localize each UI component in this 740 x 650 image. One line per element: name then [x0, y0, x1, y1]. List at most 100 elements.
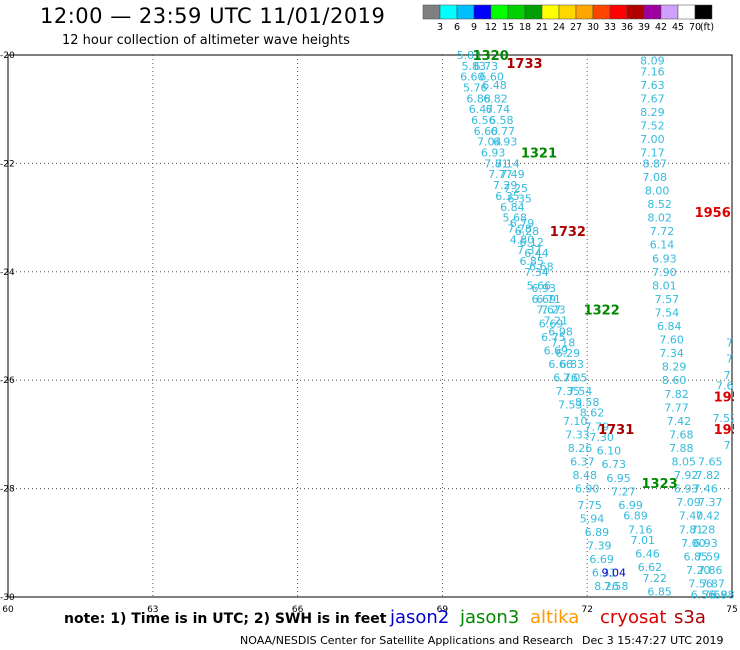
colorbar-tick-label: 15 [502, 22, 514, 33]
swh-value: 6.82 [483, 92, 508, 105]
legend-s3a: s3a [674, 607, 706, 628]
swh-value: 7.67 [640, 92, 665, 105]
swh-value: 7.53 [558, 399, 583, 412]
swh-value: 7.42 [696, 510, 721, 523]
pass-number-label: 1323 [642, 477, 678, 492]
swh-value: 8.60 [662, 374, 687, 387]
pass-number-label: 1733 [506, 57, 542, 72]
colorbar-legend: 3 6 9 12 15 18 21 24 27 30 33 36 39 42 45 70(ft) [422, 4, 714, 33]
pass-number-label: 1956 [695, 206, 731, 221]
swh-value: 6.31 [592, 567, 617, 580]
swh-value: 4.80 [510, 233, 535, 246]
swh-value: 7.77 [664, 401, 689, 414]
swh-value: 6.99 [618, 499, 643, 512]
x-tick-label: 69 [437, 605, 449, 615]
colorbar-tick-label: 39 [638, 22, 650, 33]
x-tick-label: 75 [726, 605, 737, 615]
colorbar-tick-label: 70 [689, 22, 701, 33]
swh-value: 6.60 [474, 125, 499, 138]
swh-value: 8.29 [640, 106, 665, 119]
swh-value: 7.09 [676, 496, 701, 509]
swh-value: 7.27 [611, 485, 636, 498]
x-tick-label: 66 [292, 605, 304, 615]
swh-value: 8.52 [647, 198, 672, 211]
pass-number-label: 1321 [521, 147, 557, 162]
colorbar-tick-label: 9 [471, 22, 477, 33]
swh-value: 7.16 [628, 523, 653, 536]
swh-value: 8.48 [573, 469, 598, 482]
colorbar-tick-label: 36 [621, 22, 633, 33]
swh-value: 7.54 [568, 385, 593, 398]
swh-value: 6.60 [460, 71, 485, 84]
swh-value: 6.85 [519, 255, 544, 268]
swh-value: 7.52 [640, 119, 665, 132]
swh-value: 6.76 [553, 371, 578, 384]
swh-value: 6.69 [589, 553, 614, 566]
swh-value: 7.00 [640, 133, 665, 146]
swh-value: 6.73 [474, 60, 499, 73]
swh-value: 7.18 [551, 336, 576, 349]
legend-altika: altika [530, 607, 580, 628]
swh-value: 6.37 [570, 456, 595, 469]
swh-value: 6.47 [469, 103, 494, 116]
swh-value: 8.01 [652, 279, 677, 292]
swh-value: 8.58 [575, 396, 600, 409]
swh-value: 7.39 [587, 540, 612, 553]
legend-jason3: jason3 [460, 607, 520, 628]
swh-value: 6.93 [652, 252, 677, 265]
swh-value: 7.16 [640, 65, 665, 78]
swh-value: 6.71 [536, 293, 561, 306]
swh-value: 7.72 [650, 225, 675, 238]
swh-value: 7.69 [703, 588, 728, 601]
swh-value: 7.79 [585, 420, 610, 433]
y-tick-label: -26 [0, 376, 15, 386]
x-tick-label: 63 [147, 605, 158, 615]
swh-value: 6.90 [575, 483, 600, 496]
pass-number-label: 195 [714, 390, 740, 405]
swh-value: 7.68 [669, 428, 694, 441]
swh-value: 5.68 [503, 212, 528, 225]
swh-value: 5.66 [527, 279, 552, 292]
x-tick-label: 60 [2, 605, 14, 615]
colorbar-tick-label: 27 [570, 22, 582, 33]
swh-value: 6.69 [539, 317, 564, 330]
swh-value: 6.84 [657, 320, 682, 333]
swh-value: 6.69 [544, 344, 569, 357]
footer-timestamp: Dec 3 15:47:27 UTC 2019 [582, 634, 724, 647]
y-tick-label: -20 [0, 51, 15, 61]
swh-value: 8.00 [645, 185, 670, 198]
swh-value: 6.58 [489, 114, 514, 127]
swh-value: 7.56 [688, 577, 713, 590]
swh-value: 7.57 [655, 293, 680, 306]
swh-value: 6.56 [691, 588, 716, 601]
colorbar-swatch [694, 4, 713, 20]
swh-value: 6.93 [674, 483, 699, 496]
swh-value: 6.62 [638, 561, 663, 574]
pass-number-label: 1731 [598, 423, 634, 438]
legend-cryosat: cryosat [600, 607, 667, 628]
swh-value: 6.93 [532, 282, 557, 295]
swh-value: 6.56 [471, 114, 496, 127]
swh-value: 7.35 [556, 385, 581, 398]
swh-value: 5.83 [457, 49, 482, 62]
swh-value: 7.58 [604, 580, 629, 593]
colorbar-tick-label: 21 [536, 22, 548, 33]
swh-value: 6.14 [650, 239, 675, 252]
pass-number-label: 1320 [473, 49, 509, 64]
swh-value: 6.29 [556, 347, 581, 360]
colorbar-tick-label: 45 [672, 22, 684, 33]
swh-value: 6.95 [606, 472, 631, 485]
colorbar-tick-label: 42 [655, 22, 667, 33]
swh-value: 6.44 [524, 247, 549, 260]
swh-value: 7.00 [681, 537, 706, 550]
page-title: 12:00 — 23:59 UTC 11/01/2019 [40, 4, 386, 28]
swh-value: 6.93 [693, 537, 718, 550]
swh-value: 8.87 [643, 157, 668, 170]
swh-value: 7.37 [517, 244, 542, 257]
swh-value: 7.10 [563, 415, 588, 428]
swh-value: 5.94 [580, 512, 605, 525]
swh-value: 7.82 [664, 388, 689, 401]
swh-value: 6.85 [684, 550, 709, 563]
swh-value: 6.28 [515, 225, 540, 238]
